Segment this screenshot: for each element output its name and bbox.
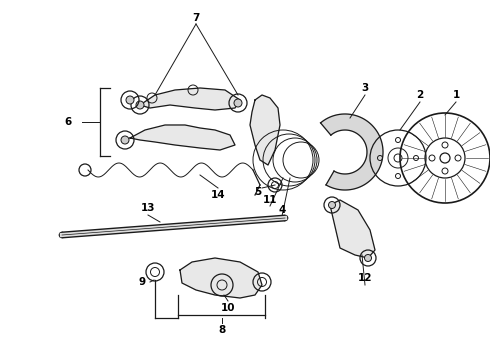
Text: 7: 7 <box>192 13 200 23</box>
Polygon shape <box>320 114 383 190</box>
Text: 4: 4 <box>278 205 286 215</box>
Text: 9: 9 <box>139 277 146 287</box>
Circle shape <box>365 255 371 261</box>
Circle shape <box>136 101 144 109</box>
Circle shape <box>121 136 129 144</box>
Text: 10: 10 <box>221 303 235 313</box>
Polygon shape <box>250 95 280 165</box>
Text: 12: 12 <box>358 273 372 283</box>
Circle shape <box>234 99 242 107</box>
Polygon shape <box>330 200 375 258</box>
Polygon shape <box>130 125 235 150</box>
Text: 6: 6 <box>64 117 72 127</box>
Circle shape <box>126 96 134 104</box>
Circle shape <box>282 215 288 221</box>
Text: 3: 3 <box>362 83 368 93</box>
Circle shape <box>59 232 65 238</box>
Text: 14: 14 <box>211 190 225 200</box>
Text: 5: 5 <box>254 187 262 197</box>
Text: 11: 11 <box>263 195 277 205</box>
Text: 2: 2 <box>416 90 424 100</box>
Text: 13: 13 <box>141 203 155 213</box>
Text: 1: 1 <box>452 90 460 100</box>
Circle shape <box>328 202 336 208</box>
Text: 8: 8 <box>219 325 225 335</box>
Polygon shape <box>140 88 240 110</box>
Polygon shape <box>180 258 262 298</box>
